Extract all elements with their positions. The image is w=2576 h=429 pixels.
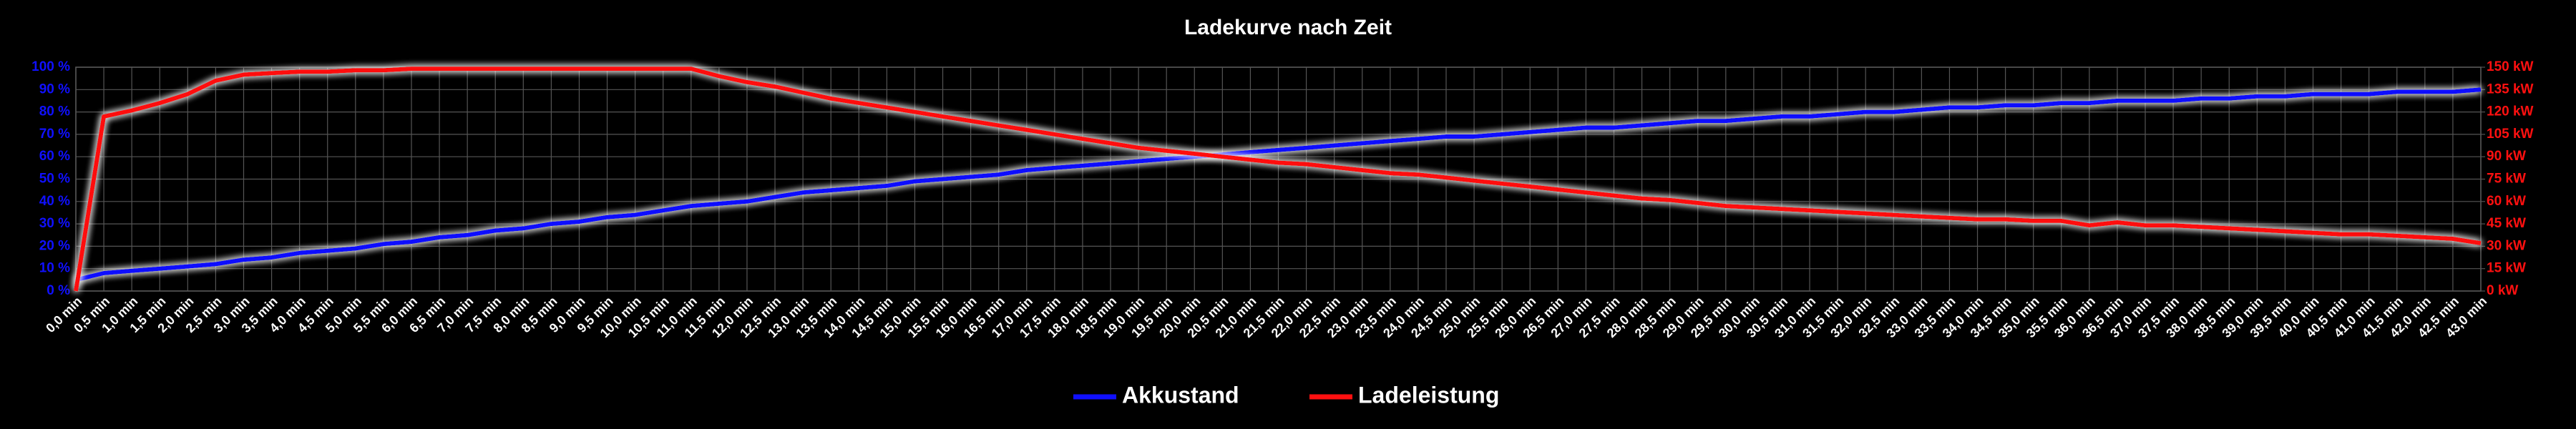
- y-tick-label: 50 %: [39, 172, 70, 187]
- y-tick-label: 40 %: [39, 194, 70, 209]
- y-tick-label: 0 %: [47, 283, 70, 298]
- data-line: [75, 87, 2482, 282]
- y-tick-label: 90 %: [39, 82, 70, 97]
- y-tick-label: 10 %: [39, 261, 70, 276]
- y2-tick-label: 0 kW: [2487, 283, 2518, 298]
- y-tick-label: 60 %: [39, 149, 70, 164]
- y2-tick-label: 60 kW: [2487, 194, 2526, 209]
- y2-tick-label: 15 kW: [2487, 261, 2526, 276]
- y-tick-label: 70 %: [39, 127, 70, 142]
- y2-tick-label: 75 kW: [2487, 172, 2526, 187]
- y2-tick-label: 105 kW: [2487, 127, 2534, 142]
- y2-tick-label: 45 kW: [2487, 216, 2526, 231]
- y2-tick-label: 120 kW: [2487, 104, 2534, 119]
- y2-tick-label: 150 kW: [2487, 59, 2534, 74]
- y-tick-label: 30 %: [39, 216, 70, 231]
- legend-label: Ladeleistung: [1358, 382, 1499, 408]
- y-tick-label: 100 %: [31, 59, 70, 74]
- y2-tick-label: 30 kW: [2487, 238, 2526, 253]
- legend-label: Akkustand: [1122, 382, 1239, 408]
- chart-title: Ladekurve nach Zeit: [1184, 16, 1392, 39]
- y-tick-label: 80 %: [39, 104, 70, 119]
- y2-tick-label: 90 kW: [2487, 149, 2526, 164]
- data-line: [74, 66, 2482, 292]
- y-tick-label: 20 %: [39, 238, 70, 253]
- y2-tick-label: 135 kW: [2487, 82, 2534, 97]
